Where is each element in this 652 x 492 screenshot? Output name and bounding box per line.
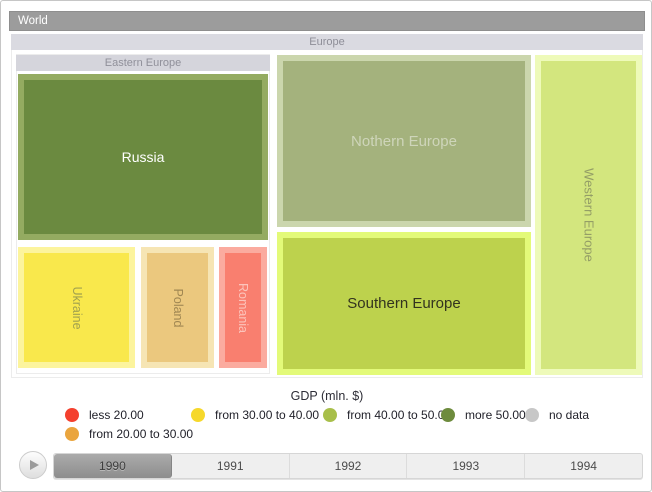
treemap-node-romania[interactable]: Romania <box>219 247 267 368</box>
year-tab-1990[interactable]: 1990 <box>54 454 172 478</box>
treemap-node-ukraine[interactable]: Ukraine <box>18 247 135 368</box>
legend-swatch-more-50-icon <box>441 408 455 422</box>
legend-label: from 20.00 to 30.00 <box>89 427 194 441</box>
legend-label: more 50.00 <box>465 408 526 422</box>
legend-item-no-data[interactable]: no data <box>525 407 589 423</box>
group-header-eastern-europe[interactable]: Eastern Europe <box>16 55 270 71</box>
group-header-europe[interactable]: Europe <box>11 34 643 50</box>
legend-label: from 40.00 to 50.00 <box>347 408 452 422</box>
legend-title: GDP (mln. $) <box>290 389 364 403</box>
legend-item-less-20[interactable]: less 20.00 <box>65 407 144 423</box>
year-tab-1991[interactable]: 1991 <box>172 454 290 478</box>
legend-label: no data <box>549 408 590 422</box>
node-label-romania: Romania <box>236 282 250 333</box>
node-label-ukraine: Ukraine <box>69 285 84 330</box>
legend-item-30-40[interactable]: from 30.00 to 40.00 <box>191 407 319 423</box>
node-label-russia: Russia <box>121 149 165 165</box>
breadcrumb-world[interactable]: World <box>9 11 645 31</box>
group-europe <box>11 34 643 378</box>
legend-label: from 30.00 to 40.00 <box>215 408 320 422</box>
treemap-node-northern-europe[interactable]: Nothern Europe <box>277 55 531 227</box>
treemap-node-poland[interactable]: Poland <box>141 247 214 368</box>
legend-swatch-less-20-icon <box>65 408 79 422</box>
treemap-node-southern-europe[interactable]: Southern Europe <box>277 232 531 375</box>
node-label-northern-europe: Nothern Europe <box>351 132 457 150</box>
node-label-western-europe: Western Europe <box>581 168 596 262</box>
treemap-node-russia[interactable]: Russia <box>18 74 268 240</box>
legend-label: less 20.00 <box>89 408 144 422</box>
legend-item-more-50[interactable]: more 50.00 <box>441 407 526 423</box>
play-icon <box>30 460 39 470</box>
play-button[interactable] <box>19 451 47 479</box>
year-tab-1994[interactable]: 1994 <box>570 459 597 473</box>
timeline-track: 1990 1991 1992 1993 1994 <box>53 453 643 479</box>
node-label-southern-europe: Southern Europe <box>347 295 461 312</box>
legend-item-40-50[interactable]: from 40.00 to 50.00 <box>323 407 451 423</box>
legend-swatch-30-40-icon <box>191 408 205 422</box>
legend-swatch-40-50-icon <box>323 408 337 422</box>
year-tab-1993[interactable]: 1993 <box>407 454 526 478</box>
legend-swatch-no-data-icon <box>525 408 539 422</box>
group-eastern-europe <box>16 54 270 374</box>
legend-item-20-30[interactable]: from 20.00 to 30.00 <box>65 426 193 442</box>
node-label-poland: Poland <box>170 288 185 327</box>
year-tab-1992[interactable]: 1992 <box>290 454 408 478</box>
legend-swatch-20-30-icon <box>65 427 79 441</box>
treemap-node-western-europe[interactable]: Western Europe <box>535 55 642 375</box>
